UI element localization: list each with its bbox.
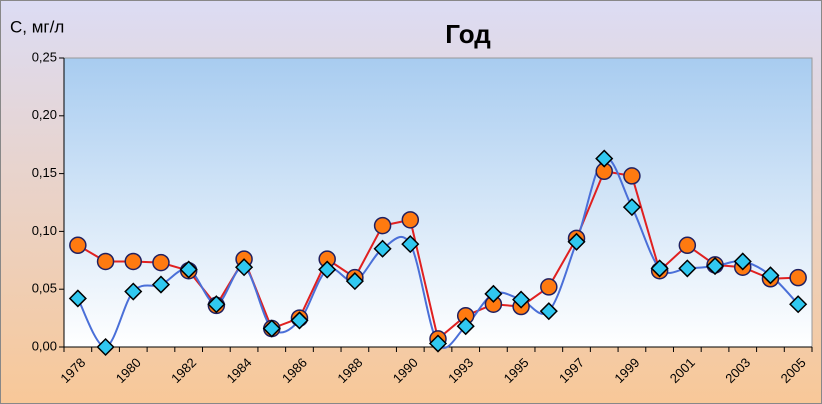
- y-axis-label: С, мг/л: [10, 17, 64, 36]
- point-marker: [262, 319, 281, 338]
- point-marker: [761, 266, 780, 285]
- point-marker: [789, 268, 807, 287]
- point-marker: [96, 337, 115, 357]
- point-marker: [705, 257, 725, 276]
- y-tick-label: 0,10: [32, 223, 57, 238]
- point-marker: [151, 275, 171, 294]
- y-tick-label: 0,20: [32, 107, 57, 122]
- y-tick-label: 0,15: [32, 165, 57, 180]
- point-marker: [540, 278, 558, 296]
- point-marker: [68, 289, 87, 308]
- point-marker: [235, 258, 254, 277]
- point-marker: [595, 149, 614, 168]
- point-marker: [152, 253, 170, 272]
- point-marker: [207, 295, 226, 314]
- point-marker: [428, 334, 448, 353]
- chart-title: Год: [445, 19, 491, 49]
- point-marker: [623, 167, 641, 185]
- point-marker: [539, 302, 558, 321]
- point-marker: [179, 260, 198, 279]
- point-marker: [567, 232, 586, 251]
- point-marker: [650, 259, 669, 278]
- y-tick-label: 0,00: [32, 338, 57, 353]
- point-marker: [401, 235, 420, 254]
- point-marker: [733, 252, 752, 271]
- point-marker: [96, 252, 115, 271]
- point-marker: [124, 282, 143, 301]
- point-marker: [373, 216, 392, 235]
- point-marker: [401, 211, 420, 229]
- point-marker: [456, 317, 475, 336]
- point-marker: [512, 290, 531, 309]
- point-marker: [789, 295, 808, 314]
- point-marker: [373, 239, 392, 258]
- y-tick-label: 0,05: [32, 281, 57, 296]
- point-marker: [678, 259, 697, 278]
- point-marker: [484, 284, 503, 303]
- point-marker: [318, 260, 337, 279]
- point-marker: [124, 252, 143, 271]
- y-tick-label: 0,25: [32, 49, 57, 64]
- point-marker: [290, 311, 309, 330]
- plot-area: [63, 57, 813, 348]
- point-marker: [69, 236, 87, 255]
- point-marker: [678, 236, 697, 255]
- point-marker: [345, 272, 364, 291]
- point-marker: [622, 198, 641, 217]
